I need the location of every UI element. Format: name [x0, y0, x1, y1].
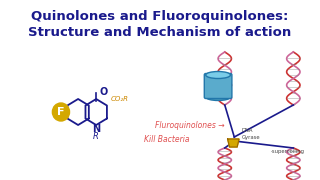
- Text: R: R: [93, 132, 99, 141]
- Text: O: O: [99, 87, 107, 97]
- Text: N: N: [92, 124, 100, 134]
- Ellipse shape: [206, 93, 230, 100]
- Ellipse shape: [206, 71, 230, 78]
- Text: Structure and Mechanism of action: Structure and Mechanism of action: [28, 26, 292, 39]
- Text: CO₂R: CO₂R: [110, 96, 128, 102]
- Polygon shape: [228, 139, 239, 147]
- Text: -supercoiling: -supercoiling: [271, 150, 305, 154]
- Text: Fluroquinolones →: Fluroquinolones →: [155, 122, 225, 130]
- Text: F: F: [57, 107, 65, 117]
- Text: Kill Bacteria: Kill Bacteria: [144, 136, 189, 145]
- FancyBboxPatch shape: [204, 73, 232, 98]
- Circle shape: [52, 103, 69, 121]
- Text: Quinolones and Fluoroquinolones:: Quinolones and Fluoroquinolones:: [31, 10, 289, 23]
- Text: DNA
Gyrase: DNA Gyrase: [242, 128, 260, 140]
